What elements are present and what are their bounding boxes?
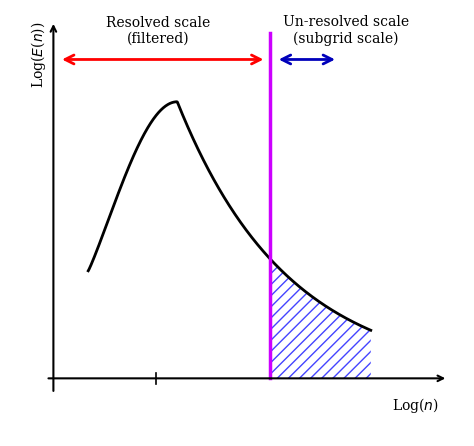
Text: Log($\it{n}$): Log($\it{n}$) [392, 396, 438, 415]
Text: Log($\it{E}$($\it{n}$)): Log($\it{E}$($\it{n}$)) [29, 21, 48, 87]
Text: Un-resolved scale
(subgrid scale): Un-resolved scale (subgrid scale) [283, 15, 409, 46]
Text: Resolved scale
(filtered): Resolved scale (filtered) [106, 16, 210, 46]
